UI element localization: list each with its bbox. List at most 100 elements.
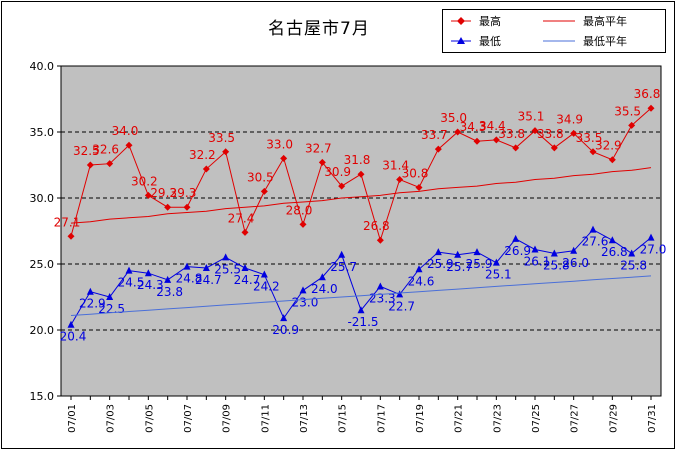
data-label: 29.3 <box>170 186 197 200</box>
data-label: 33.8 <box>537 127 564 141</box>
data-point-high <box>67 232 75 240</box>
data-point-high <box>550 144 558 152</box>
data-point-high <box>280 154 288 162</box>
data-point-high <box>241 228 249 236</box>
data-label: 25.5 <box>214 262 241 276</box>
data-label: 24.7 <box>195 273 222 287</box>
data-label: 25.8 <box>543 258 570 272</box>
data-point-low <box>415 265 423 273</box>
data-point-low <box>338 250 346 258</box>
data-point-low <box>608 236 616 244</box>
x-tick-label: 07/19 <box>415 404 426 433</box>
data-label: 26.9 <box>504 244 531 258</box>
data-label: 24.2 <box>253 280 280 294</box>
data-label: 34.0 <box>112 124 139 138</box>
x-tick-label: 07/15 <box>338 404 349 433</box>
data-label: 33.5 <box>208 131 235 145</box>
data-label: 34.3 <box>460 120 487 134</box>
data-label: 24.0 <box>311 282 338 296</box>
plot-area <box>60 65 662 397</box>
data-point-low <box>67 320 75 328</box>
data-point-low <box>318 273 326 281</box>
x-tick-label: 07/07 <box>183 404 194 433</box>
legend-label-high-normal: 最高平年 <box>583 14 627 28</box>
data-label: 26.0 <box>562 256 589 270</box>
y-tick-label: 30.0 <box>30 192 55 205</box>
data-point-low <box>202 263 210 271</box>
data-point-high <box>86 161 94 169</box>
legend: 最高 最高平年 最低 最低平年 <box>442 9 666 53</box>
x-tick-label: 07/27 <box>570 404 581 433</box>
series-line-4 <box>70 275 652 316</box>
series-line-2 <box>70 167 652 224</box>
data-point-high <box>570 129 578 137</box>
data-label: 35.5 <box>614 104 641 118</box>
data-point-low <box>144 269 152 277</box>
data-label: 30.2 <box>131 174 158 188</box>
legend-label-high: 最高 <box>479 14 501 28</box>
data-label: 32.7 <box>305 141 332 155</box>
legend-label-low: 最低 <box>479 35 501 48</box>
x-tick-label: 07/01 <box>67 404 78 433</box>
data-point-low <box>106 293 114 300</box>
data-point-high <box>396 176 404 184</box>
data-point-high <box>260 187 268 195</box>
legend-item-high-normal: 最高平年 <box>543 14 627 28</box>
data-point-low <box>647 233 655 241</box>
data-label: 33.0 <box>266 137 293 151</box>
data-point-high <box>628 121 636 129</box>
data-point-low <box>550 249 558 257</box>
data-label: 28.0 <box>286 203 313 217</box>
legend-item-low-normal: 最低平年 <box>543 34 627 48</box>
legend-item-low: 最低 <box>451 35 501 48</box>
x-tick-label: 07/25 <box>531 404 542 433</box>
data-point-low <box>570 246 578 254</box>
data-point-high <box>589 148 597 156</box>
x-tick-label: 07/29 <box>608 404 619 433</box>
data-label: 32.6 <box>92 143 119 157</box>
legend-item-high: 最高 <box>451 14 501 28</box>
chart-title: 名古屋市7月 <box>268 19 370 39</box>
data-point-low <box>164 275 172 283</box>
legend-label-low-normal: 最低平年 <box>583 34 627 48</box>
data-label: 27.6 <box>582 235 609 249</box>
data-label: 29.3 <box>150 186 177 200</box>
x-tick-label: 07/03 <box>106 404 117 433</box>
data-point-high <box>647 104 655 112</box>
legend-diamond-icon <box>457 17 465 25</box>
x-tick-label: 07/05 <box>144 404 155 433</box>
data-label: 24.7 <box>234 273 261 287</box>
data-point-high <box>415 183 423 191</box>
data-point-high <box>164 203 172 211</box>
data-point-low <box>473 248 481 256</box>
data-label: 25.9 <box>427 257 454 271</box>
data-point-high <box>434 145 442 153</box>
data-point-high <box>473 137 481 145</box>
y-tick-label: 40.0 <box>30 60 55 73</box>
legend-svg: 最高 最高平年 最低 最低平年 <box>451 14 627 48</box>
data-point-low <box>241 263 249 271</box>
data-point-low <box>280 314 288 322</box>
data-point-low <box>492 258 500 266</box>
x-tick-label: 07/17 <box>376 404 387 433</box>
y-tick-label: 25.0 <box>30 258 55 271</box>
data-label: 20.9 <box>272 323 299 337</box>
data-label: 25.9 <box>466 257 493 271</box>
data-label: 31.8 <box>344 153 371 167</box>
data-point-high <box>299 220 307 228</box>
data-point-high <box>454 128 462 136</box>
data-label: 30.9 <box>324 165 351 179</box>
x-tick-label: 07/13 <box>299 404 310 433</box>
data-label: -21.5 <box>347 315 378 329</box>
data-label: 20.4 <box>60 330 87 344</box>
data-point-low <box>589 225 597 233</box>
data-point-high <box>376 236 384 244</box>
data-label: 22.5 <box>98 302 125 316</box>
data-point-low <box>434 248 442 256</box>
data-point-low <box>396 290 404 298</box>
data-point-low <box>299 286 307 294</box>
data-point-high <box>357 170 365 178</box>
y-tick-label: 15.0 <box>30 390 55 403</box>
data-label: 24.5 <box>118 276 145 290</box>
data-label: 26.8 <box>363 219 390 233</box>
